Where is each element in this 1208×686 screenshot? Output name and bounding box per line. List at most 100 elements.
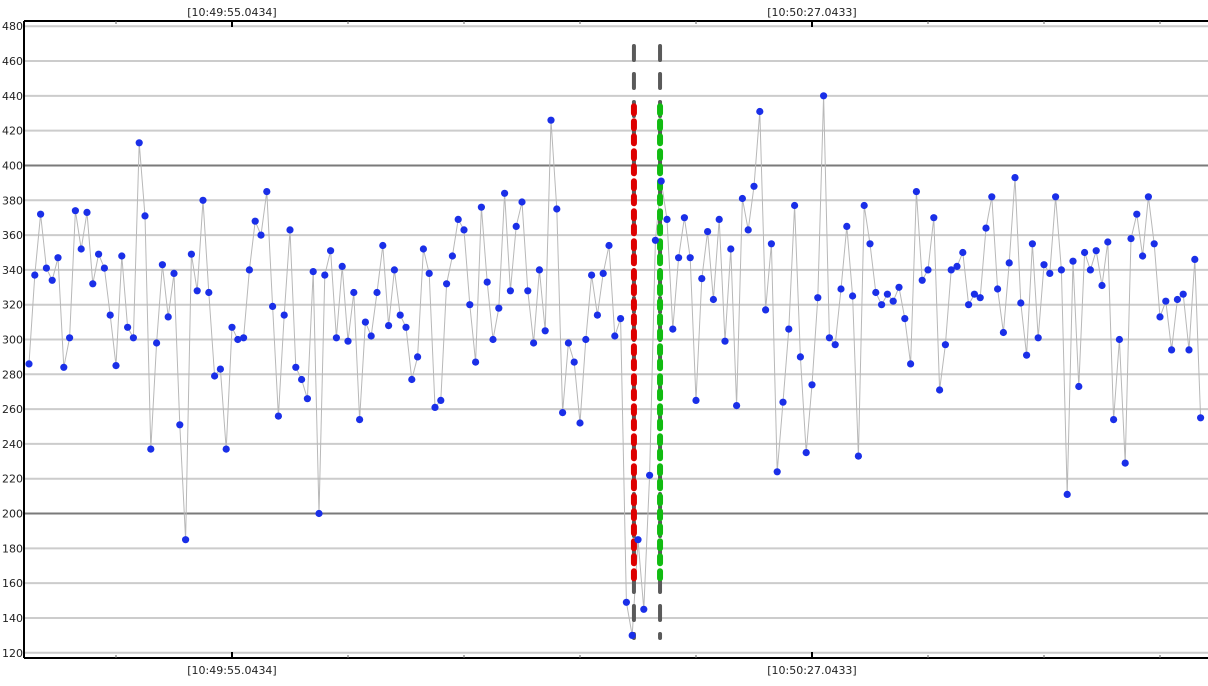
data-point (588, 271, 596, 279)
data-point (721, 337, 729, 345)
data-point (959, 248, 967, 257)
data-point (930, 214, 938, 222)
data-point (176, 421, 184, 429)
data-point (228, 323, 236, 331)
data-point (901, 315, 909, 323)
data-point (100, 264, 108, 272)
data-point (373, 288, 381, 297)
y-tick-label: 360 (2, 229, 23, 242)
data-point (321, 271, 329, 279)
data-point (1052, 193, 1060, 201)
data-point (1110, 416, 1118, 424)
data-point (1144, 193, 1152, 201)
data-point (599, 269, 607, 277)
data-point (796, 353, 805, 361)
data-point (390, 266, 398, 274)
y-tick-label: 160 (2, 577, 23, 590)
data-point (1005, 259, 1013, 267)
data-point (651, 236, 660, 244)
x-time-label-bottom: [10:50:27.0433] (767, 664, 856, 677)
data-point (292, 363, 300, 371)
data-point (309, 268, 317, 276)
data-point (437, 396, 445, 404)
y-tick-label: 300 (2, 334, 23, 347)
data-point (878, 301, 886, 309)
data-point (970, 290, 979, 298)
data-point (158, 261, 166, 269)
data-point (182, 536, 190, 544)
data-point (1121, 459, 1129, 467)
data-point (443, 280, 451, 288)
data-point (785, 325, 793, 333)
data-point (350, 288, 358, 297)
data-point (1057, 266, 1065, 274)
data-point (431, 403, 439, 411)
data-point (361, 318, 369, 326)
data-point (773, 468, 781, 476)
data-point (646, 471, 654, 479)
data-point (1139, 252, 1147, 260)
data-point (1150, 240, 1158, 248)
y-tick-label: 220 (2, 473, 23, 486)
y-tick-label: 460 (2, 55, 23, 68)
data-point (89, 280, 97, 288)
data-point (976, 294, 984, 302)
data-point (1028, 240, 1036, 248)
data-point (37, 210, 45, 218)
data-point (849, 292, 857, 300)
data-point (153, 339, 161, 347)
data-point (338, 262, 346, 270)
data-point (1069, 257, 1077, 265)
x-time-label-top: [10:50:27.0433] (767, 6, 856, 19)
data-point (408, 375, 416, 384)
data-point (727, 245, 735, 253)
data-point (495, 304, 503, 312)
data-point (54, 254, 62, 262)
data-point (698, 275, 706, 283)
data-point (222, 445, 230, 453)
y-tick-label: 240 (2, 438, 23, 451)
data-point (593, 311, 602, 319)
y-tick-label: 440 (2, 90, 23, 103)
data-point (825, 334, 834, 342)
y-tick-label: 420 (2, 125, 23, 138)
data-point (1046, 269, 1054, 277)
data-point (1017, 299, 1025, 307)
data-point (211, 372, 219, 380)
data-point (669, 325, 677, 333)
data-point (831, 341, 839, 349)
data-point (564, 339, 573, 347)
data-point (617, 315, 625, 323)
data-point (77, 245, 85, 253)
data-point (1081, 248, 1089, 257)
y-tick-label: 200 (2, 508, 23, 521)
data-point (303, 395, 311, 403)
data-point (611, 332, 619, 340)
data-point (216, 365, 224, 373)
data-point (791, 201, 799, 210)
data-point (234, 335, 242, 344)
data-point (605, 241, 613, 250)
data-point (425, 269, 433, 277)
y-tick-label: 480 (2, 20, 23, 33)
data-point (298, 375, 306, 384)
data-point (628, 631, 636, 640)
data-point (559, 409, 567, 417)
data-point (280, 311, 288, 319)
data-point (48, 276, 56, 284)
data-point (1011, 174, 1019, 182)
data-point (356, 416, 364, 424)
data-point (918, 276, 926, 284)
data-point (866, 240, 874, 248)
range-cursors[interactable] (630, 44, 664, 640)
data-point (71, 207, 79, 215)
data-point (31, 271, 39, 279)
data-point (83, 208, 91, 216)
data-point (25, 360, 33, 368)
gridlines (24, 25, 1208, 654)
data-point (1156, 313, 1164, 321)
data-point (332, 334, 340, 342)
y-tick-label: 260 (2, 403, 23, 416)
data-point (112, 362, 120, 370)
